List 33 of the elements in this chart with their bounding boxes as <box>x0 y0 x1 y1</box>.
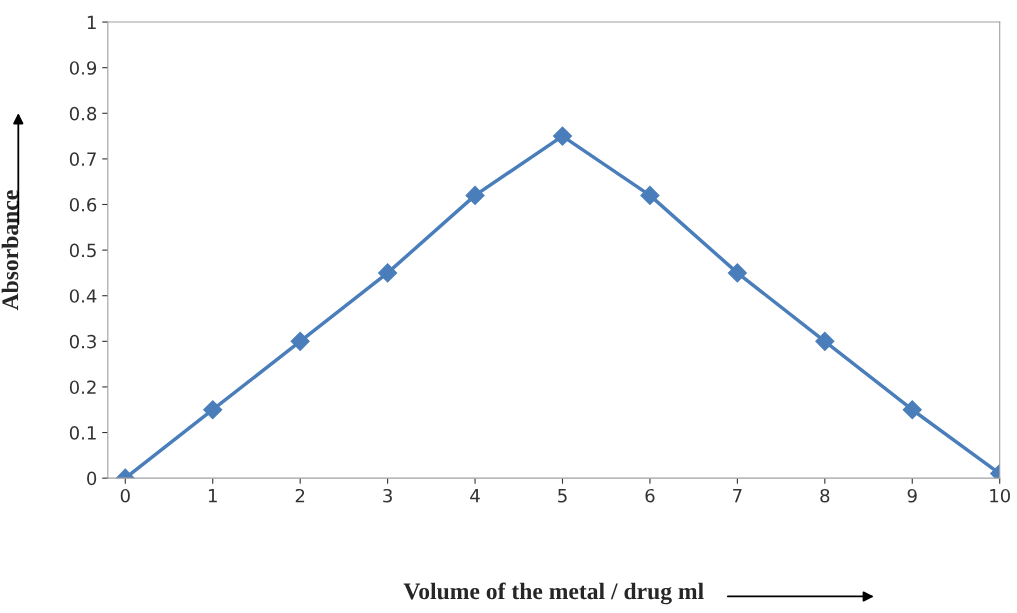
y-tick-label: 0 <box>87 471 97 486</box>
x-tick-label: 10 <box>990 488 1010 503</box>
point <box>465 185 485 205</box>
x-axis-title: Volume of the metal / drug ml <box>403 582 704 605</box>
x-tick-label: 3 <box>383 488 392 503</box>
point <box>203 400 223 420</box>
y-tick-label: 0.5 <box>69 243 96 258</box>
x-tick-label: 4 <box>470 489 480 503</box>
x-tick-label: 7 <box>733 489 742 503</box>
x-tick-label: 6 <box>645 488 655 503</box>
x-tick-label: 5 <box>558 489 567 503</box>
point <box>902 400 922 420</box>
y-tick-label: 0.8 <box>69 106 97 121</box>
y-axis-title: Absorbance <box>1 190 19 311</box>
y-tick-label: 1 <box>87 15 96 29</box>
point <box>815 331 835 351</box>
y-tick-label: 0.2 <box>69 380 96 395</box>
x-tick-label: 1 <box>208 489 217 503</box>
y-tick-label: 0.3 <box>69 334 96 349</box>
y-tick-label: 0.7 <box>69 152 96 167</box>
point <box>640 185 660 205</box>
y-tick-label: 0.6 <box>69 197 97 212</box>
point <box>290 331 310 351</box>
y-tick-label: 0.9 <box>69 61 97 75</box>
x-tick-label: 9 <box>907 488 917 503</box>
x-tick-label: 2 <box>295 488 305 503</box>
y-tick-label: 0.1 <box>69 425 96 440</box>
y-tick-label: 0.4 <box>69 289 97 303</box>
point <box>378 263 398 283</box>
x-tick-label: 8 <box>820 488 830 503</box>
x-tick-label: 0 <box>120 488 130 503</box>
point <box>727 263 747 283</box>
point <box>552 126 573 146</box>
